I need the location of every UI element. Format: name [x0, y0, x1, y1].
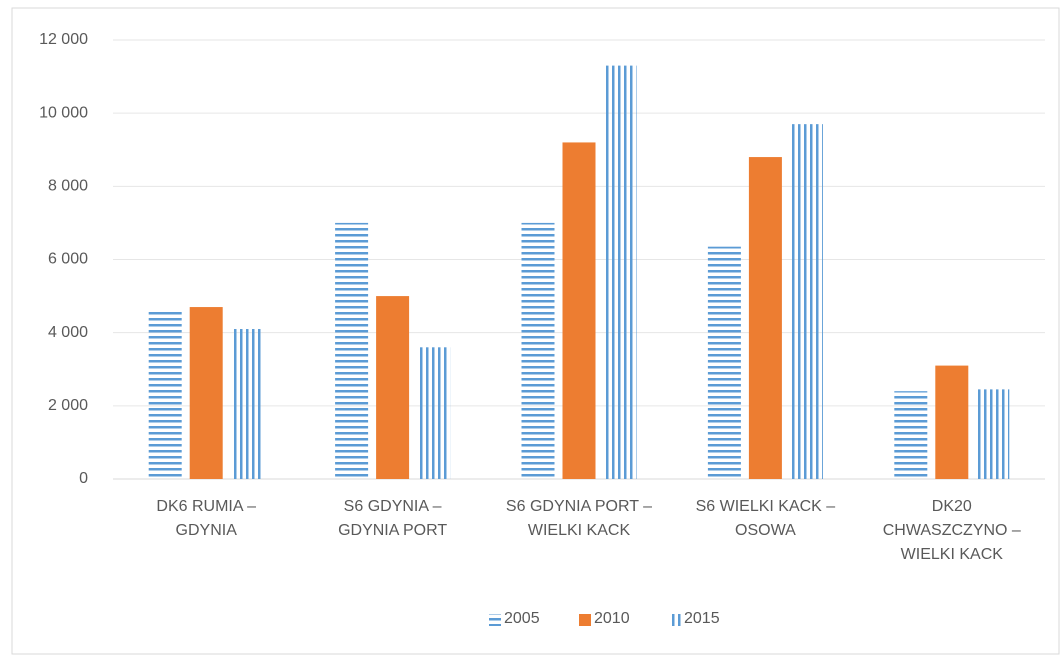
bar	[976, 389, 1010, 479]
bar	[894, 391, 928, 479]
bar	[748, 157, 782, 480]
bar	[148, 310, 182, 479]
x-tick-label: S6 WIELKI KACK – OSOWA	[695, 498, 836, 539]
bar	[335, 222, 369, 479]
x-tick-label: DK6 RUMIA – GDYNIA	[156, 498, 256, 539]
y-tick-label: 2 000	[48, 397, 88, 414]
y-tick-label: 0	[79, 470, 88, 487]
bar	[935, 365, 969, 479]
bar	[521, 222, 555, 479]
y-tick-label: 8 000	[48, 178, 88, 195]
bar	[230, 329, 264, 479]
bar	[603, 65, 637, 479]
legend-swatch	[489, 614, 501, 626]
y-tick-label: 4 000	[48, 324, 88, 341]
bar	[789, 124, 823, 480]
legend-label: 2005	[504, 610, 540, 627]
bar	[562, 142, 596, 479]
x-tick-label: S6 GDYNIA – GDYNIA PORT	[338, 498, 448, 539]
x-tick-label: S6 GDYNIA PORT – WIELKI KACK	[505, 498, 653, 539]
y-tick-label: 12 000	[39, 31, 88, 48]
bar	[417, 347, 451, 479]
legend-swatch	[669, 614, 681, 626]
bar	[189, 307, 223, 479]
legend-label: 2015	[684, 610, 720, 627]
bar	[707, 246, 741, 479]
legend-swatch	[579, 614, 591, 626]
y-tick-label: 6 000	[48, 251, 88, 268]
bar	[376, 296, 410, 479]
y-tick-label: 10 000	[39, 104, 88, 121]
x-tick-label: DK20 CHWASZCZYNO – WIELKI KACK	[882, 498, 1021, 563]
legend-label: 2010	[594, 610, 630, 627]
